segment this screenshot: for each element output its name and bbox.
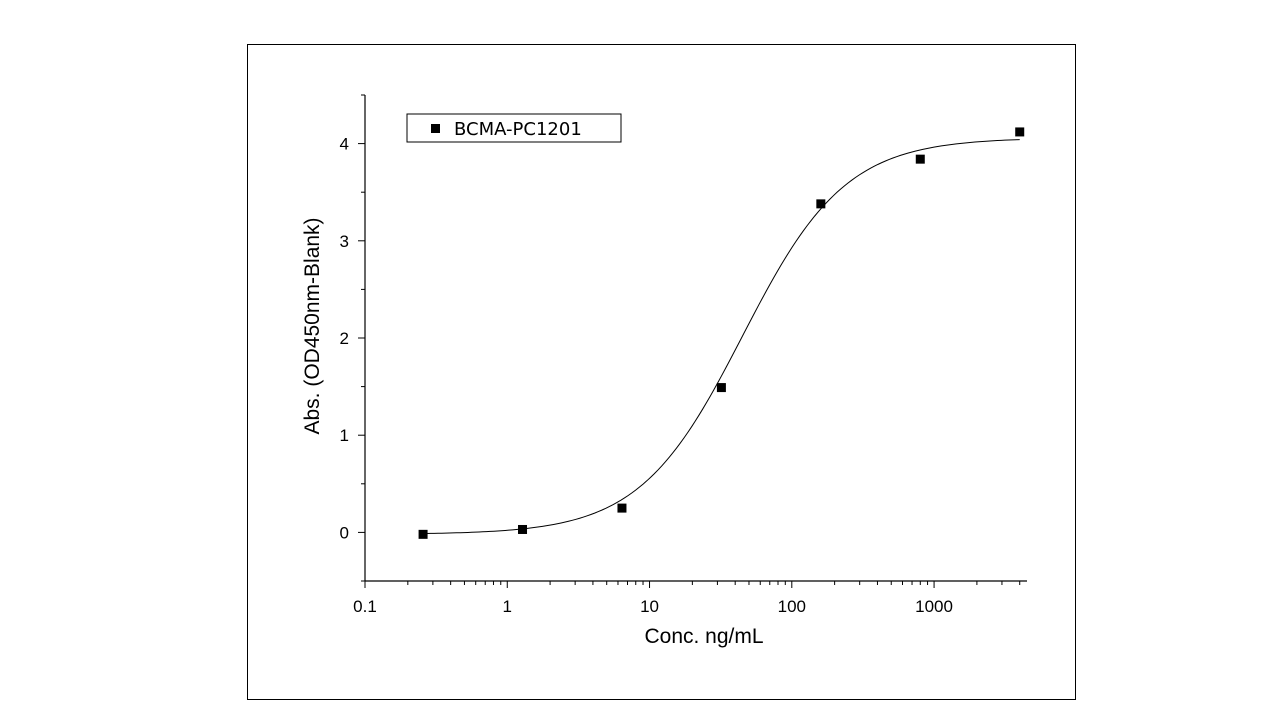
legend-label: BCMA-PC1201 [454,119,582,140]
data-point [1015,127,1025,137]
y-tick-label: 0 [340,523,349,542]
y-tick-label: 2 [340,329,349,348]
fit-curve [423,139,1020,535]
legend-box [406,113,622,143]
data-points [418,127,1025,539]
y-tick-label: 4 [340,135,349,154]
axes [364,95,1027,582]
data-point [518,524,528,534]
y-tick-label: 1 [340,426,349,445]
chart-plot: 0 1 2 3 4 0.1 1 10 100 1000 Conc. ng/mL Abs. (OD4… [301,94,1027,648]
legend: BCMA-PC1201 [406,113,622,143]
x-tick-label: 0.1 [353,597,377,616]
x-tick-label: 100 [778,597,806,616]
data-point [716,383,726,393]
data-point [617,503,627,513]
legend-marker [431,124,440,133]
x-tick-label: 10 [640,597,659,616]
y-tick-label: 3 [340,232,349,251]
y-axis-title: Abs. (OD450nm-Blank) [301,217,324,434]
x-tick-label: 1 [503,597,512,616]
ticks [358,94,1021,588]
x-axis-title: Conc. ng/mL [644,625,763,648]
data-point [418,529,428,539]
tick-labels: 0 1 2 3 4 0.1 1 10 100 1000 [340,135,953,616]
data-point [816,199,826,209]
x-tick-label: 1000 [915,597,953,616]
data-point [915,154,925,164]
chart-frame: 0 1 2 3 4 0.1 1 10 100 1000 Conc. ng/mL Abs. (OD4… [247,44,1076,700]
